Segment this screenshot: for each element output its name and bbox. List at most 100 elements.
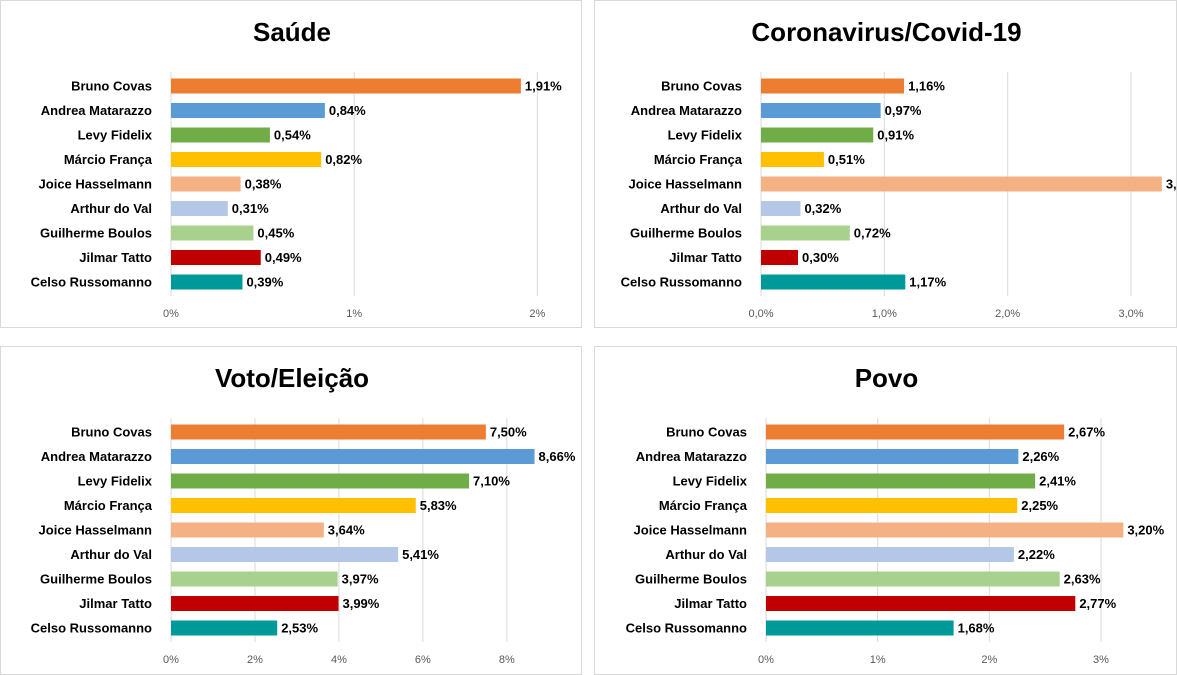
bar-guilherme-boulos — [766, 571, 1060, 587]
bar-guilherme-boulos — [761, 225, 850, 241]
chart-panel-voto-eleicao: Voto/Eleição 0% 2% 4% 6% 8% Bruno Covas 7,50% An… — [0, 346, 582, 675]
bar-jilmar-tatto — [761, 250, 798, 265]
bar-celso-russomanno — [171, 274, 243, 290]
category-label: Andrea Matarazzo — [41, 449, 152, 464]
chart-panel-saude: Saúde 0% 1% 2% Bruno Covas 1,91% Andrea Matara… — [0, 0, 582, 328]
category-label: Márcio França — [659, 498, 748, 513]
data-label: 5,41% — [402, 547, 439, 562]
data-label: 1,16% — [908, 79, 945, 94]
chart-title: Povo — [855, 363, 919, 393]
data-label: 5,83% — [420, 498, 457, 513]
category-label: Jilmar Tatto — [669, 250, 742, 265]
category-label: Jilmar Tatto — [79, 250, 152, 265]
category-label: Bruno Covas — [666, 425, 747, 440]
data-label: 0,97% — [885, 103, 922, 118]
bar-marcio-franca — [766, 498, 1018, 513]
bar-guilherme-boulos — [171, 571, 338, 587]
category-label: Márcio França — [64, 498, 153, 513]
data-label: 0,82% — [325, 152, 362, 167]
bar-marcio-franca — [761, 152, 824, 167]
data-label: 3,25% — [1166, 177, 1176, 192]
chart-panel-coronavirus: Coronavirus/Covid-19 0,0% 1,0% 2,0% 3,0% Brun… — [594, 0, 1177, 328]
bar-levy-fidelix — [171, 473, 470, 489]
bar-arthur-do-val — [766, 547, 1014, 562]
bar-bruno-covas — [171, 78, 521, 94]
data-label: 1,68% — [958, 621, 995, 636]
bar-andrea-matarazzo — [171, 449, 535, 464]
bar-andrea-matarazzo — [766, 449, 1019, 464]
bar-joice-hasselmann — [171, 522, 324, 538]
x-tick-label: 6% — [415, 654, 431, 666]
data-label: 0,91% — [877, 128, 914, 143]
category-label: Márcio França — [64, 152, 153, 167]
category-label: Bruno Covas — [71, 79, 152, 94]
category-label: Bruno Covas — [661, 79, 742, 94]
category-label: Joice Hasselmann — [634, 523, 748, 538]
bar-jilmar-tatto — [171, 250, 261, 265]
bar-celso-russomanno — [766, 620, 954, 636]
bar-levy-fidelix — [766, 473, 1036, 489]
bar-jilmar-tatto — [171, 596, 339, 611]
x-tick-label: 0% — [758, 654, 774, 666]
data-label: 0,39% — [246, 275, 283, 290]
data-label: 0,84% — [329, 103, 366, 118]
x-tick-label: 1,0% — [872, 308, 897, 320]
bar-arthur-do-val — [171, 547, 399, 562]
data-label: 0,54% — [274, 128, 311, 143]
bar-bruno-covas — [761, 78, 905, 94]
x-tick-label: 0% — [163, 654, 179, 666]
data-label: 2,26% — [1022, 449, 1059, 464]
category-label: Celso Russomanno — [31, 621, 152, 636]
x-tick-label: 8% — [499, 654, 515, 666]
data-label: 2,41% — [1039, 474, 1076, 489]
data-label: 3,20% — [1127, 523, 1164, 538]
category-label: Arthur do Val — [660, 201, 742, 216]
bar-celso-russomanno — [171, 620, 278, 636]
bar-chart-saude: Saúde 0% 1% 2% Bruno Covas 1,91% Andrea Matara… — [31, 17, 563, 320]
category-label: Guilherme Boulos — [40, 572, 152, 587]
data-label: 2,53% — [281, 621, 318, 636]
category-label: Guilherme Boulos — [635, 572, 747, 587]
category-label: Arthur do Val — [70, 547, 152, 562]
bar-jilmar-tatto — [766, 596, 1076, 611]
x-tick-label: 3% — [1093, 654, 1109, 666]
data-label: 0,31% — [232, 201, 269, 216]
bar-guilherme-boulos — [171, 225, 254, 241]
data-label: 7,10% — [473, 474, 510, 489]
x-tick-label: 2% — [247, 654, 263, 666]
category-label: Jilmar Tatto — [674, 596, 747, 611]
bar-chart-voto-eleicao: Voto/Eleição 0% 2% 4% 6% 8% Bruno Covas 7,50% An… — [31, 363, 576, 666]
data-label: 0,32% — [804, 201, 841, 216]
category-label: Andrea Matarazzo — [631, 103, 742, 118]
category-label: Andrea Matarazzo — [636, 449, 747, 464]
bar-arthur-do-val — [761, 201, 801, 216]
category-label: Celso Russomanno — [626, 621, 747, 636]
category-label: Guilherme Boulos — [630, 226, 742, 241]
bar-marcio-franca — [171, 152, 322, 167]
data-label: 3,64% — [328, 523, 365, 538]
data-label: 1,17% — [909, 275, 946, 290]
category-label: Joice Hasselmann — [39, 523, 153, 538]
data-label: 3,97% — [342, 572, 379, 587]
data-label: 8,66% — [539, 449, 576, 464]
data-label: 0,38% — [245, 177, 282, 192]
x-tick-label: 2% — [981, 654, 997, 666]
category-label: Arthur do Val — [70, 201, 152, 216]
x-tick-label: 1% — [346, 308, 362, 320]
category-label: Levy Fidelix — [78, 128, 153, 143]
bar-joice-hasselmann — [171, 176, 241, 192]
data-label: 0,51% — [828, 152, 865, 167]
category-label: Joice Hasselmann — [39, 177, 153, 192]
x-tick-label: 0,0% — [748, 308, 773, 320]
category-label: Arthur do Val — [665, 547, 747, 562]
bar-chart-coronavirus: Coronavirus/Covid-19 0,0% 1,0% 2,0% 3,0% Brun… — [621, 17, 1176, 320]
bar-marcio-franca — [171, 498, 416, 513]
bar-levy-fidelix — [761, 127, 874, 143]
category-label: Levy Fidelix — [668, 128, 743, 143]
bar-andrea-matarazzo — [171, 103, 325, 118]
chart-title: Saúde — [253, 17, 331, 47]
data-label: 7,50% — [490, 425, 527, 440]
data-label: 0,72% — [854, 226, 891, 241]
chart-panel-povo: Povo 0% 1% 2% 3% Bruno Covas 2,67% Andrea Matar… — [594, 346, 1177, 675]
x-tick-label: 2,0% — [995, 308, 1020, 320]
